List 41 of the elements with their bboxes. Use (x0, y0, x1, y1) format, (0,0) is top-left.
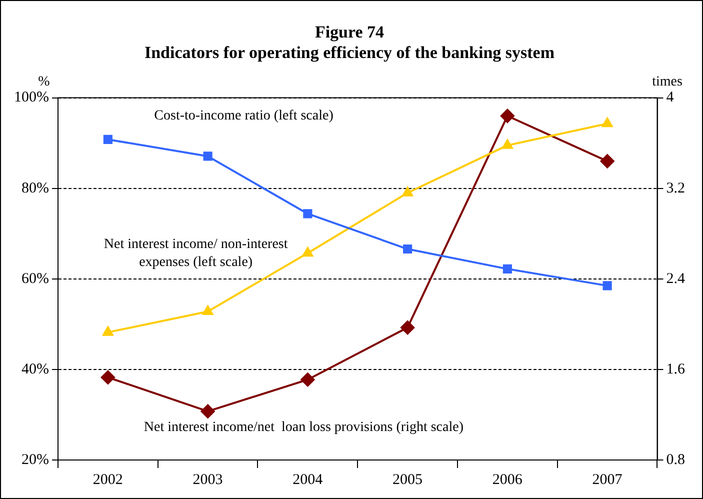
point (203, 152, 212, 161)
y-tick-label: 40% (21, 361, 49, 378)
point (600, 154, 614, 168)
y2-tick-label: 2.4 (666, 270, 686, 287)
y2-tick-label: 1.6 (666, 361, 686, 378)
point (502, 139, 513, 149)
point (102, 326, 114, 336)
y2-tick-label: 3.2 (666, 180, 685, 196)
chart-subtitle: Indicators for operating efficiency of the banking system (144, 42, 555, 62)
point (202, 306, 214, 315)
point (502, 264, 512, 274)
y2-tick-label: 4 (666, 90, 674, 106)
point (400, 320, 415, 335)
y-tick-label: 100% (14, 90, 49, 106)
x-tick-label: 2004 (292, 472, 324, 488)
point (303, 209, 312, 218)
point (602, 118, 613, 128)
x-tick-label: 2002 (92, 472, 123, 488)
point (402, 186, 413, 196)
y-tick-label: 80% (21, 180, 49, 196)
x-tick-label: 2005 (392, 472, 423, 488)
point (103, 134, 112, 144)
point (200, 404, 215, 418)
y-tick-label: 20% (21, 452, 49, 468)
y-tick-label: 60% (21, 270, 49, 287)
x-tick-label: 2003 (192, 472, 223, 488)
point (500, 108, 514, 123)
point (602, 281, 612, 290)
x-tick-label: 2007 (592, 472, 623, 488)
y2-axis-title: times (652, 74, 682, 90)
y-axis-title: % (38, 74, 50, 90)
point (300, 372, 315, 387)
series-label: Net interest income/ non-interest expenses (left scale) (104, 237, 288, 270)
chart-title: Figure 74 (314, 22, 385, 42)
series-label: Cost-to-income ratio (left scale) (154, 108, 334, 124)
x-tick-label: 2006 (492, 472, 523, 488)
point (403, 244, 412, 254)
y2-tick-label: 0.8 (666, 452, 685, 468)
text: Net interest income/net loan loss provisions (right scale) (144, 420, 464, 436)
point (100, 370, 115, 384)
point (302, 247, 314, 257)
